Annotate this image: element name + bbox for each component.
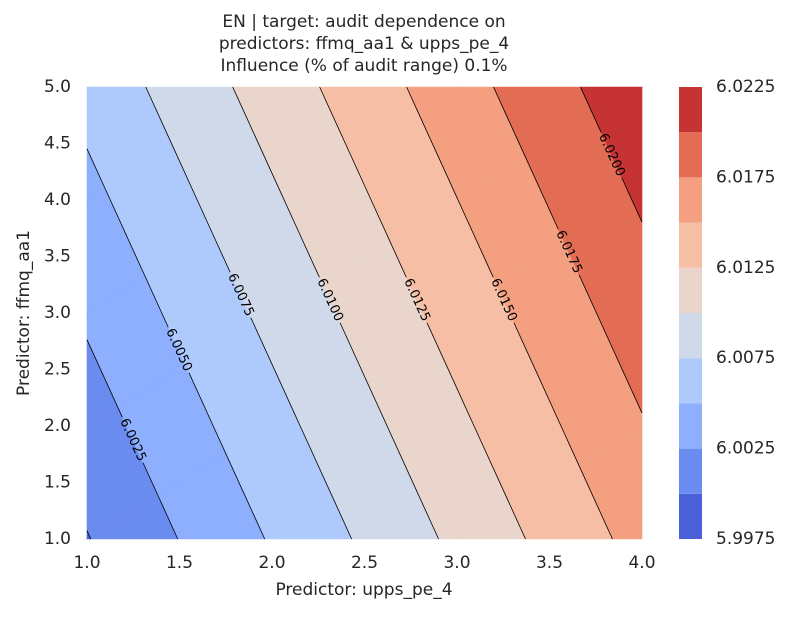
x-tick-label: 2.5 [351, 553, 378, 573]
colorbar-band [679, 493, 702, 539]
colorbar-tick-label: 6.0025 [716, 439, 775, 459]
y-axis-label: Predictor: ffmq_aa1 [14, 230, 34, 396]
contour-line [232, 86, 439, 540]
colorbar-tick-label: 6.0175 [716, 167, 775, 187]
y-tick-label: 5.0 [44, 77, 71, 97]
x-tick-label: 3.0 [443, 553, 470, 573]
chart-title: predictors: ffmq_aa1 & upps_pe_4 [219, 34, 509, 54]
y-tick-label: 3.0 [44, 303, 71, 323]
colorbar-band [679, 87, 702, 133]
colorbar-tick-label: 5.9975 [716, 529, 775, 549]
y-tick-label: 3.5 [44, 247, 71, 267]
contour-line [145, 86, 352, 540]
y-tick-label: 1.5 [44, 473, 71, 493]
y-tick-label: 4.5 [44, 134, 71, 154]
colorbar-band [679, 267, 702, 313]
chart-title: Influence (% of audit range) 0.1% [220, 56, 507, 76]
colorbar-band [679, 313, 702, 359]
x-tick-label: 4.0 [628, 553, 655, 573]
y-tick-label: 4.0 [44, 190, 71, 210]
contour-line [493, 86, 643, 414]
y-tick-label: 1.0 [44, 529, 71, 549]
x-tick-label: 1.0 [73, 553, 100, 573]
colorbar-band [679, 448, 702, 494]
x-axis-label: Predictor: upps_pe_4 [275, 580, 452, 600]
colorbar-tick-label: 6.0125 [716, 258, 775, 278]
contour-line [580, 86, 643, 223]
y-tick-label: 2.5 [44, 360, 71, 380]
colorbar-tick-label: 6.0075 [716, 348, 775, 368]
contour-line [319, 86, 526, 540]
y-tick-label: 2.0 [44, 416, 71, 436]
colorbar-band [679, 403, 702, 449]
contour-line [86, 339, 179, 540]
colorbar-band [679, 358, 702, 404]
x-tick-label: 3.5 [536, 553, 563, 573]
chart-title: EN | target: audit dependence on [222, 12, 505, 32]
contour-line [86, 148, 266, 540]
contour-fills [85, 86, 644, 540]
colorbar-band [679, 177, 702, 223]
colorbar-tick-label: 6.0225 [716, 77, 775, 97]
contour-lines [86, 86, 643, 540]
colorbar-band [679, 222, 702, 268]
colorbar-band [679, 132, 702, 178]
x-tick-label: 1.5 [166, 553, 193, 573]
contour-line [406, 86, 613, 540]
contour-band [579, 86, 644, 223]
x-tick-label: 2.0 [258, 553, 285, 573]
contour-line [86, 530, 92, 540]
